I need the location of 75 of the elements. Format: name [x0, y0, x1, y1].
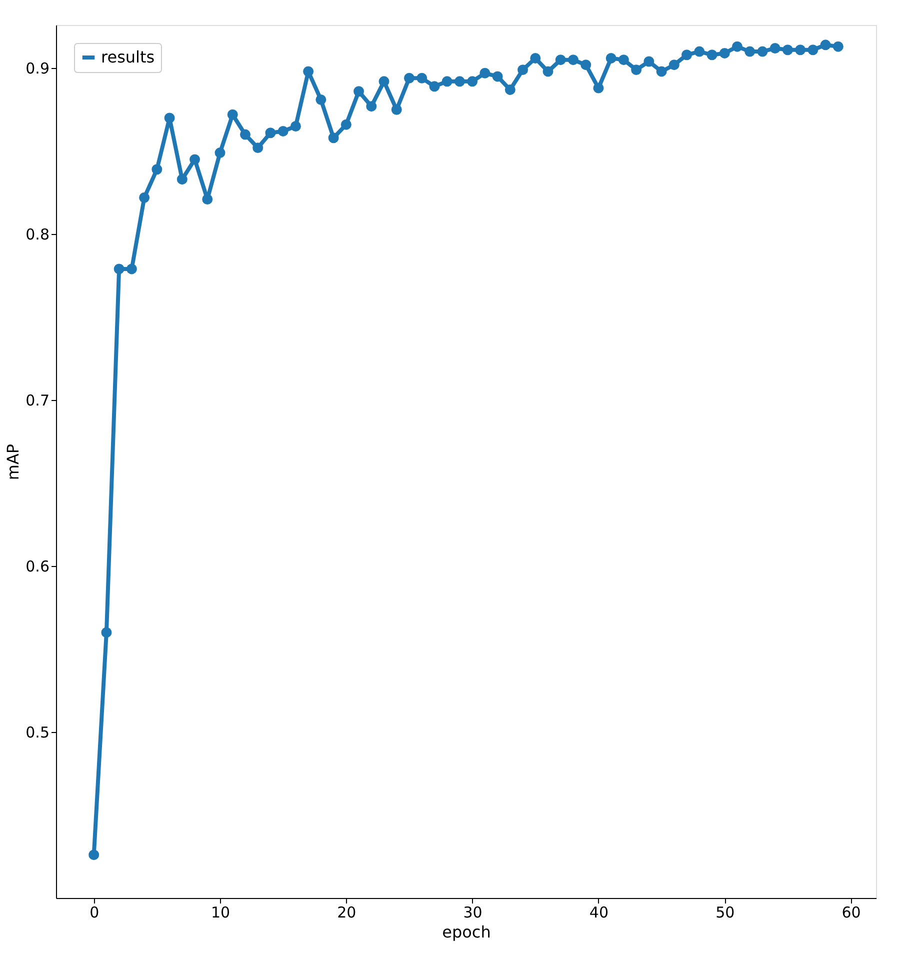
- point: [442, 76, 452, 87]
- point: [606, 52, 616, 64]
- point: [378, 76, 390, 87]
- point: [429, 81, 440, 92]
- point: [580, 60, 592, 70]
- point: [492, 71, 503, 82]
- point: [316, 94, 326, 105]
- point: [631, 64, 642, 76]
- point: [732, 41, 742, 52]
- point: [593, 82, 604, 94]
- y-tick-label: 0.8: [26, 226, 50, 244]
- point: [202, 194, 213, 204]
- point: [416, 72, 428, 84]
- point: [808, 44, 818, 56]
- point: [668, 60, 680, 70]
- point: [568, 54, 578, 66]
- y-tick-label: 0.7: [26, 392, 50, 410]
- point: [139, 192, 150, 203]
- point: [644, 56, 654, 67]
- point: [278, 126, 288, 136]
- point: [164, 112, 175, 124]
- point: [618, 54, 629, 66]
- x-tick-label: 30: [463, 904, 482, 922]
- point: [832, 41, 844, 52]
- point: [770, 43, 780, 54]
- point: [656, 66, 667, 77]
- point: [530, 52, 541, 64]
- y-tick-label: 0.6: [26, 558, 50, 576]
- point: [757, 46, 768, 57]
- point: [190, 154, 200, 165]
- point: [467, 76, 478, 87]
- x-tick-label: 50: [716, 904, 735, 922]
- point: [340, 119, 352, 130]
- x-tick-label: 20: [337, 904, 356, 922]
- point: [88, 850, 100, 860]
- point: [719, 48, 730, 58]
- point: [366, 101, 377, 112]
- point: [542, 66, 554, 77]
- point: [126, 264, 137, 274]
- legend-label: results: [101, 48, 155, 66]
- point: [454, 76, 465, 87]
- y-tick-label: 0.5: [26, 724, 50, 742]
- x-axis-title: epoch: [442, 922, 491, 942]
- x-tick-label: 60: [842, 904, 861, 922]
- point: [328, 132, 339, 144]
- point: [744, 46, 756, 57]
- point: [480, 68, 490, 78]
- point: [682, 50, 692, 60]
- x-tick-label: 40: [589, 904, 609, 922]
- point: [795, 44, 806, 56]
- point: [555, 54, 566, 66]
- point: [114, 264, 124, 274]
- point: [252, 142, 264, 154]
- point: [706, 50, 718, 60]
- point: [227, 109, 238, 120]
- y-axis-title: mAP: [4, 444, 23, 480]
- point: [504, 84, 516, 95]
- point: [303, 66, 314, 77]
- point: [694, 46, 705, 57]
- x-tick-label: 0: [90, 904, 100, 922]
- point: [265, 128, 276, 138]
- x-tick-label: 10: [210, 904, 230, 922]
- point: [391, 104, 402, 115]
- point: [404, 72, 414, 84]
- point: [101, 627, 112, 638]
- point: [518, 64, 528, 76]
- point: [176, 174, 188, 185]
- point: [782, 44, 793, 56]
- y-tick-label: 0.9: [26, 60, 50, 78]
- point: [820, 40, 831, 50]
- point: [214, 148, 226, 158]
- point: [152, 164, 162, 175]
- point: [354, 86, 364, 97]
- point: [290, 121, 301, 132]
- point: [240, 129, 250, 140]
